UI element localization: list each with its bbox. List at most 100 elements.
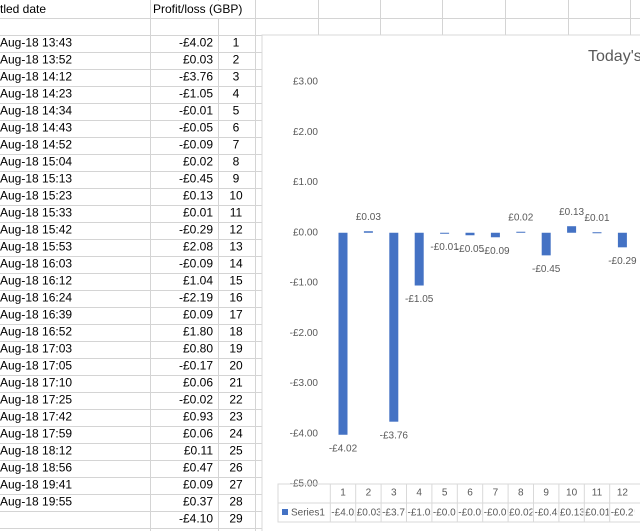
date-cell: Aug-18 15:53 [0, 240, 72, 254]
x-tick-label: 8 [518, 488, 524, 499]
data-label: -£0.09 [481, 246, 510, 257]
data-table-value: £0.03 [357, 508, 382, 519]
date-cell: Aug-18 13:52 [0, 53, 72, 67]
value-cell: -£1.05 [179, 87, 213, 101]
data-table-value: £0.02 [509, 508, 534, 519]
date-cell: Aug-18 17:10 [0, 376, 72, 390]
value-cell: £0.11 [184, 444, 213, 458]
value-cell: £0.06 [183, 376, 213, 390]
value-cell: -£0.05 [179, 121, 213, 135]
data-label: -£0.29 [608, 256, 637, 267]
data-table-cell: -£0.09 [484, 508, 513, 519]
date-cell: Aug-18 17:03 [0, 342, 72, 356]
date-cell: Aug-18 14:12 [0, 70, 72, 84]
data-label: -£0.45 [532, 264, 561, 275]
legend-key [282, 509, 288, 515]
data-label: -£0.05 [456, 244, 485, 255]
x-tick-label: 12 [617, 488, 629, 499]
header-cell: Profit/loss (GBP) [153, 2, 242, 16]
value-cell: £2.08 [183, 240, 213, 254]
index-cell: 16 [229, 291, 243, 305]
data-label: £0.03 [356, 212, 381, 223]
index-cell: 19 [229, 342, 243, 356]
index-cell: 5 [233, 104, 240, 118]
date-cell: Aug-18 17:25 [0, 393, 72, 407]
index-cell: 18 [229, 325, 243, 339]
data-label: £0.02 [508, 212, 533, 223]
index-cell: 3 [233, 70, 240, 84]
x-tick-label: 5 [442, 488, 448, 499]
date-cell: Aug-18 14:43 [0, 121, 72, 135]
bar [414, 232, 424, 286]
value-cell: £0.09 [183, 478, 213, 492]
value-cell: -£0.29 [179, 223, 213, 237]
bar [363, 231, 373, 233]
index-cell: 22 [229, 393, 243, 407]
data-label: £0.01 [584, 213, 609, 224]
index-cell: 29 [229, 512, 243, 526]
y-tick-label: -£1.00 [290, 278, 319, 289]
data-table-value: -£0.01 [433, 508, 462, 519]
date-cell: Aug-18 15:13 [0, 172, 72, 186]
date-cell: Aug-18 19:55 [0, 495, 72, 509]
x-tick-label: 7 [493, 488, 499, 499]
value-cell: -£0.01 [179, 104, 213, 118]
y-tick-label: -£3.00 [290, 378, 319, 389]
date-cell: Aug-18 18:56 [0, 461, 72, 475]
date-cell: Aug-18 14:34 [0, 104, 72, 118]
index-cell: 4 [233, 87, 240, 101]
index-cell: 13 [229, 240, 243, 254]
data-table-value: -£0.09 [484, 508, 513, 519]
value-cell: -£0.02 [179, 393, 213, 407]
date-cell: Aug-18 13:43 [0, 36, 72, 50]
date-cell: Aug-18 15:33 [0, 206, 72, 220]
x-tick-label: 10 [566, 488, 578, 499]
value-cell: £0.01 [183, 206, 213, 220]
data-label: £0.13 [559, 207, 584, 218]
data-table-value: -£4.02 [331, 508, 360, 519]
date-cell: Aug-18 16:39 [0, 308, 72, 322]
header-cell: tled date [0, 2, 46, 16]
index-cell: 25 [229, 444, 243, 458]
data-table-cell: £0.01 [585, 508, 610, 519]
index-cell: 15 [229, 274, 243, 288]
y-tick-label: £2.00 [293, 127, 318, 138]
bar [490, 232, 500, 238]
x-tick-label: 3 [391, 488, 397, 499]
data-table-value: -£0.45 [535, 508, 564, 519]
value-cell: -£0.09 [179, 138, 213, 152]
data-table-value: £0.13 [560, 508, 585, 519]
data-table-cell: £0.03 [357, 508, 382, 519]
chart: Today's £3.00 £2.00 £1.00 £0.00 -£1.00 -£2.00 -… [261, 34, 640, 531]
value-cell: £0.47 [183, 461, 213, 475]
index-cell: 7 [233, 138, 240, 152]
data-table-cell: -£1.05 [408, 508, 431, 519]
bar [567, 226, 577, 233]
data-table-cell: -£0.01 [433, 508, 462, 519]
y-tick-label: £3.00 [293, 77, 318, 88]
x-tick-label: 11 [592, 488, 603, 499]
data-table-value: £0.01 [585, 508, 610, 519]
bar [592, 232, 602, 234]
header-mask [151, 1, 254, 18]
value-cell: £0.03 [183, 53, 213, 67]
value-cell: £0.09 [183, 308, 213, 322]
x-tick-label: 4 [416, 488, 422, 499]
date-cell: Aug-18 19:41 [0, 478, 72, 492]
value-cell: £1.04 [183, 274, 213, 288]
bar [389, 232, 399, 422]
date-cell: Aug-18 17:59 [0, 427, 72, 441]
index-cell: 21 [229, 376, 243, 390]
date-cell: Aug-18 15:23 [0, 189, 72, 203]
data-table-cell: -£0.45 [535, 508, 564, 519]
date-cell: Aug-18 18:12 [0, 444, 72, 458]
data-table-value: -£3.76 [382, 508, 411, 519]
date-cell: Aug-18 16:52 [0, 325, 72, 339]
value-cell: -£0.09 [179, 257, 213, 271]
y-tick-label: £1.00 [293, 177, 318, 188]
index-cell: 2 [233, 53, 240, 67]
date-cell: Aug-18 16:12 [0, 274, 72, 288]
x-tick-label: 1 [340, 488, 346, 499]
